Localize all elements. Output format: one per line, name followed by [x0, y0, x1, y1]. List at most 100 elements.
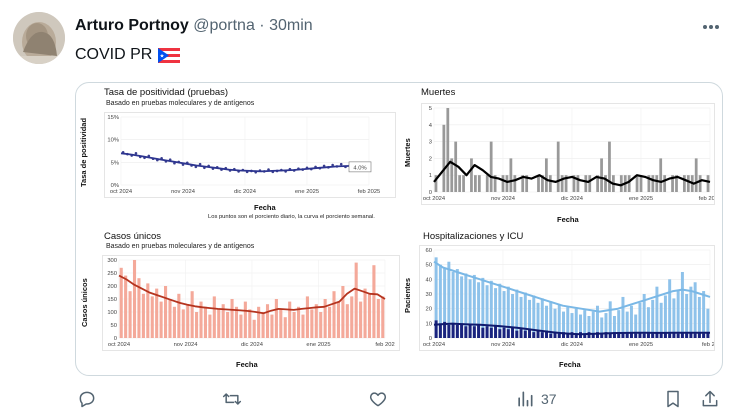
bar [584, 175, 588, 192]
bar [545, 330, 549, 338]
views-button[interactable]: 37 [515, 386, 557, 412]
bar [336, 301, 341, 338]
positivity-subtitle: Basado en pruebas moleculares y de antíg… [106, 100, 255, 107]
bar [646, 332, 650, 338]
y-tick-label: 50 [111, 323, 117, 329]
bar [659, 158, 663, 192]
deaths-panel: Muertes Muertes 0 1 2 3 4 5 oct 2024 nov 2024 di… [401, 83, 722, 229]
y-tick-label: 4 [429, 123, 433, 129]
bar [540, 332, 544, 338]
bar [372, 265, 376, 338]
bar [706, 175, 710, 192]
y-tick-label: 3 [429, 140, 432, 146]
bar [234, 306, 239, 338]
handle[interactable]: @portna [193, 17, 255, 34]
bar [545, 305, 549, 338]
bar [638, 302, 642, 338]
separator: · [259, 17, 265, 34]
cases-title: Casos únicos [104, 231, 162, 242]
bar [451, 272, 455, 338]
bar [481, 277, 485, 338]
bar [655, 332, 659, 338]
bar [587, 316, 591, 338]
display-name[interactable]: Arturo Portnoy [75, 17, 189, 34]
bar [519, 329, 523, 338]
bar [442, 124, 446, 192]
avatar[interactable] [13, 12, 65, 64]
bar [190, 291, 194, 338]
x-tick-label: nov 2024 [491, 196, 516, 202]
bar [447, 261, 451, 338]
bar [595, 305, 599, 338]
bar [248, 309, 252, 338]
bar [341, 286, 345, 338]
bar [265, 304, 270, 338]
bar [199, 301, 203, 338]
bar [634, 333, 638, 338]
bar [489, 141, 493, 192]
bar [354, 262, 358, 338]
bar [502, 327, 506, 338]
bar [226, 312, 230, 338]
series-line [433, 160, 711, 187]
bar [305, 296, 309, 338]
more-options-icon[interactable] [700, 17, 722, 37]
x-tick-label: oct 2024 [110, 189, 133, 195]
bar [566, 333, 570, 338]
views-count: 37 [541, 391, 557, 407]
bar [288, 301, 292, 338]
hosp-ylabel: Pacientes [403, 277, 412, 313]
bar [470, 158, 473, 192]
y-tick-label: 20 [426, 307, 432, 313]
bar [221, 304, 225, 338]
bar [443, 321, 447, 338]
bar [506, 329, 510, 338]
bar [296, 306, 301, 338]
retweet-button[interactable] [222, 386, 242, 412]
bar [663, 175, 667, 192]
bar [634, 314, 638, 338]
cases-plot: 0 50 100 150 200 250 300 oct 2024 nov 2024 dic 20… [102, 255, 400, 351]
bar [195, 312, 199, 338]
bar [591, 311, 595, 338]
bar [639, 175, 643, 192]
bar [651, 299, 655, 338]
bookmark-button[interactable] [663, 386, 683, 412]
bar [627, 175, 631, 192]
bar [292, 312, 296, 338]
bar [472, 274, 476, 338]
share-icon [702, 390, 718, 407]
bar [163, 286, 168, 338]
bar [604, 175, 607, 192]
y-tick-label: 5 [429, 106, 432, 112]
bar [549, 333, 553, 338]
bar [498, 329, 502, 338]
bar [159, 301, 163, 338]
bar [560, 175, 564, 192]
bar [556, 141, 560, 192]
bar [132, 260, 137, 338]
bar [706, 332, 710, 338]
reply-button[interactable] [77, 386, 97, 412]
bar [536, 302, 540, 338]
bar [612, 332, 616, 338]
bar [509, 158, 513, 192]
post-time[interactable]: 30min [269, 17, 313, 34]
share-button[interactable] [700, 386, 720, 412]
bar [239, 314, 243, 338]
series-line [118, 274, 386, 315]
hosp-panel: Hospitalizaciones y ICU Pacientes 0 10 20 3… [401, 229, 722, 375]
bar [464, 273, 468, 338]
y-tick-label: 250 [107, 271, 117, 277]
bar [460, 323, 464, 338]
bar [689, 332, 693, 338]
bar [502, 291, 506, 338]
like-button[interactable] [368, 386, 388, 412]
hosp-xlabel: Fecha [559, 360, 581, 369]
bar [208, 314, 212, 338]
bar [501, 175, 505, 192]
bar [168, 299, 172, 338]
bar [477, 324, 481, 338]
media-card[interactable]: Tasa de positividad (pruebas) Basado en … [75, 82, 723, 376]
bar [506, 286, 510, 338]
